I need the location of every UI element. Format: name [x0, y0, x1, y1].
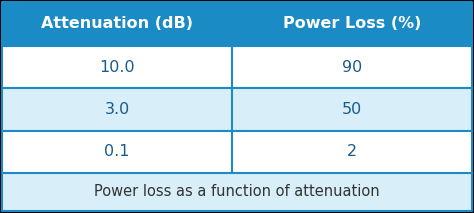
Bar [2, 88, 232, 131]
Text: 0.1: 0.1 [104, 144, 130, 159]
Bar [2, 173, 472, 211]
Bar [232, 88, 472, 131]
Text: Power Loss (%): Power Loss (%) [283, 16, 421, 32]
Text: 3.0: 3.0 [105, 102, 130, 117]
Bar [232, 2, 472, 46]
Text: Attenuation (dB): Attenuation (dB) [41, 16, 193, 32]
Text: 2: 2 [347, 144, 357, 159]
Bar [2, 46, 232, 88]
Bar [2, 131, 232, 173]
Text: 10.0: 10.0 [100, 60, 135, 75]
Bar [2, 2, 232, 46]
Text: Power loss as a function of attenuation: Power loss as a function of attenuation [94, 184, 380, 200]
Bar [232, 131, 472, 173]
Bar [232, 46, 472, 88]
Text: 50: 50 [342, 102, 362, 117]
Text: 90: 90 [342, 60, 362, 75]
